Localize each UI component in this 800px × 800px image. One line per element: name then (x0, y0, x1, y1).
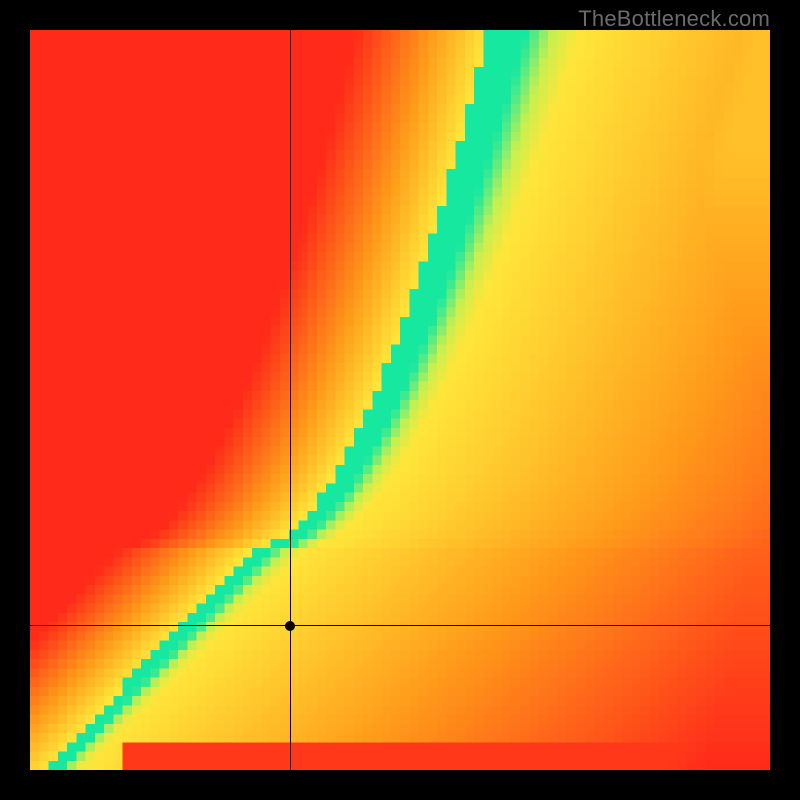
crosshair-vertical (290, 30, 291, 770)
crosshair-horizontal (30, 625, 770, 626)
plot-area (30, 30, 770, 770)
heatmap-canvas (30, 30, 770, 770)
chart-container: TheBottleneck.com (0, 0, 800, 800)
watermark-text: TheBottleneck.com (578, 6, 770, 32)
